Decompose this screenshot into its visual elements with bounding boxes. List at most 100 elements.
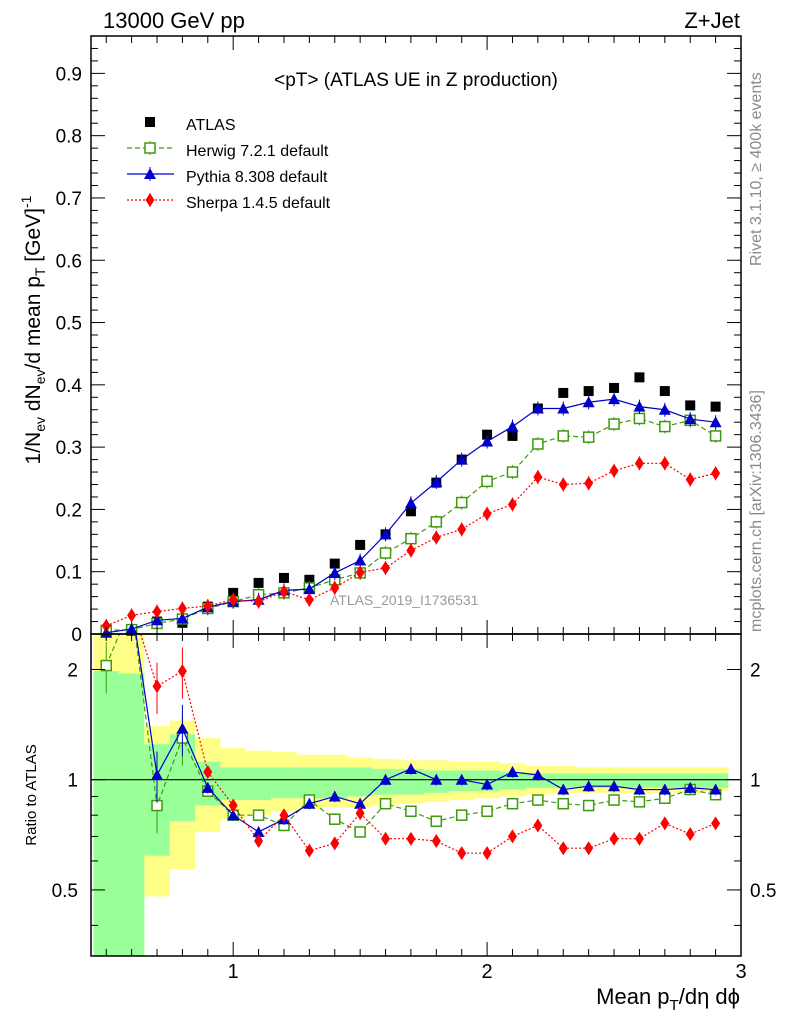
legend-label-atlas: ATLAS [186, 117, 236, 134]
ratio-point [533, 818, 543, 833]
data-point [303, 583, 316, 595]
ratio-point [203, 764, 213, 779]
ratio-point [304, 843, 314, 858]
ratio-point [405, 805, 417, 818]
data-point [404, 497, 417, 509]
stat-uncertainty-band [626, 773, 653, 788]
ratio-series-layer [100, 634, 722, 861]
stat-uncertainty-band [271, 767, 297, 799]
axes: 1 2 3 0 0.1 0.2 0.3 0.4 0.5 0.6 0.7 0.8 0.9 0.5 0.5 1 1 2… [52, 36, 776, 983]
y-tick-label: 0.6 [56, 251, 82, 272]
ratio-frame [90, 633, 742, 957]
ratio-point [406, 831, 416, 846]
ratio-point [608, 780, 621, 792]
data-point [151, 614, 164, 626]
data-point [430, 476, 443, 488]
stat-uncertainty-band [118, 673, 145, 956]
data-point [203, 598, 213, 613]
data-point [355, 565, 365, 580]
x-tick-label: 3 [735, 961, 746, 983]
ratio-point [507, 829, 517, 844]
legend-marker [145, 117, 155, 127]
ratio-point [176, 722, 189, 734]
ratio-point [330, 836, 340, 851]
ratio-point [711, 816, 721, 831]
ratio-point [329, 813, 341, 825]
data-point [430, 516, 443, 528]
data-point [658, 403, 671, 415]
ratio-point [684, 781, 697, 793]
x-axis-label: Mean pT/dη dϕ [596, 984, 740, 1014]
ratio-point [609, 831, 619, 846]
header-right: Z+Jet [684, 8, 740, 33]
data-point [253, 577, 264, 588]
ratio-point [457, 846, 467, 861]
legend-marker [144, 142, 156, 154]
ratio-tick-label-right: 1 [750, 771, 761, 792]
ratio-point [354, 797, 367, 809]
ratio-tick-label-right: 0.5 [750, 881, 776, 902]
ratio-point [532, 794, 544, 806]
data-point [633, 412, 646, 425]
stat-uncertainty-band [245, 767, 272, 801]
y-tick-label: 0.1 [56, 563, 82, 584]
analysis-watermark: ATLAS_2019_I1736531 [330, 592, 479, 608]
y-tick-label: 0.7 [56, 189, 82, 210]
data-point [710, 401, 721, 412]
ratio-point [557, 797, 570, 810]
data-point [582, 431, 595, 443]
data-point [379, 528, 392, 540]
y-axis-label-text: 1/Nev dNev/d mean pT [GeV]-1 [18, 195, 48, 464]
side-label-bottom: mcplots.cern.ch [arXiv:1306.3436] [748, 390, 765, 632]
y-tick-label: 0.8 [56, 127, 82, 148]
ratio-point [481, 805, 493, 818]
data-point [685, 400, 696, 411]
data-point [431, 530, 441, 545]
data-point [558, 387, 569, 398]
data-point [278, 572, 289, 583]
data-point [634, 372, 645, 383]
data-point [127, 608, 137, 623]
data-point [609, 382, 620, 393]
y-tick-label: 0.5 [56, 314, 82, 335]
data-point [455, 453, 468, 465]
data-point [506, 466, 519, 478]
ratio-point [608, 794, 620, 806]
data-point [558, 477, 568, 492]
ratio-point [381, 831, 391, 846]
ratio-point [582, 780, 595, 792]
data-point [330, 580, 340, 595]
y-tick-label: 0.2 [56, 500, 82, 521]
header-left: 13000 GeV pp [103, 8, 245, 33]
legend-label-herwig: Herwig 7.2.1 default [186, 143, 329, 160]
ratio-point [685, 827, 695, 842]
data-point [228, 592, 238, 607]
ratio-tick-label-left: 0.5 [52, 881, 78, 902]
ratio-point [252, 809, 265, 821]
ratio-point [201, 781, 214, 793]
ratio-tick-label-left: 2 [67, 660, 78, 681]
data-point [659, 420, 671, 433]
ratio-point [634, 831, 644, 846]
y-tick-label: 0.4 [56, 376, 83, 397]
ratio-point [355, 806, 365, 821]
x-tick-label: 2 [482, 961, 493, 983]
data-point [481, 435, 494, 447]
data-point [405, 506, 416, 517]
y-axis-label: 1/Nev dNev/d mean pT [GeV]-1 [18, 195, 48, 464]
ratio-point [430, 815, 443, 828]
ratio-point [303, 797, 316, 809]
data-point [709, 416, 722, 428]
ratio-point [354, 826, 366, 838]
ratio-point [151, 769, 164, 781]
stat-uncertainty-band [499, 771, 526, 790]
stat-uncertainty-band [702, 773, 729, 788]
data-point [659, 386, 670, 397]
data-point [379, 547, 392, 559]
data-point [254, 594, 264, 609]
ratio-point [506, 797, 519, 810]
ratio-point [227, 809, 240, 821]
data-point [583, 386, 594, 397]
y-tick-label: 0 [71, 625, 82, 646]
ratio-point [177, 664, 187, 679]
